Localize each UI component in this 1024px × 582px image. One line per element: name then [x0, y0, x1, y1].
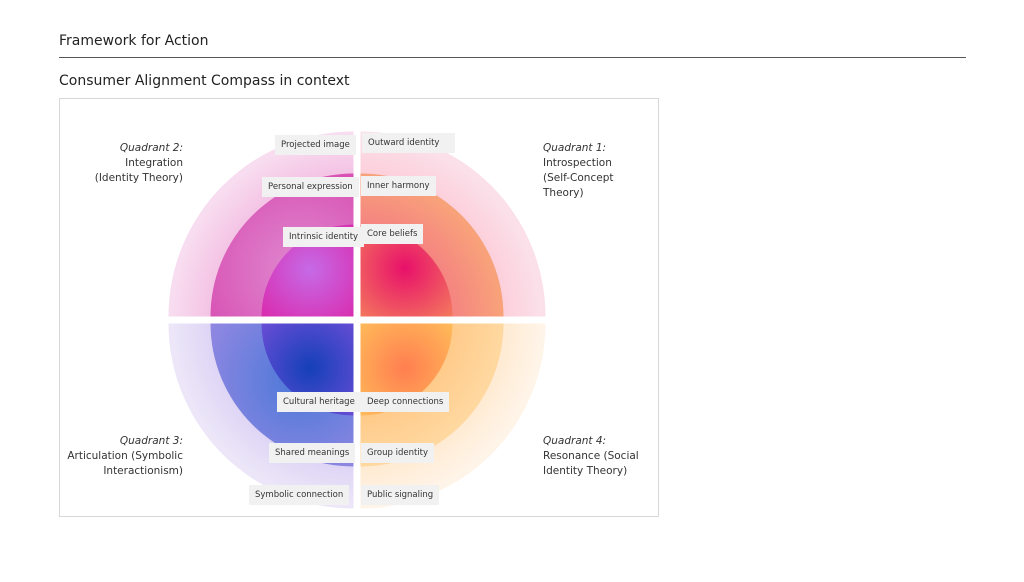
- label-cultural-heritage: Cultural heritage: [277, 392, 361, 412]
- label-symbolic-connection: Symbolic connection: [249, 485, 350, 505]
- label-outward-identity: Outward identity: [362, 133, 455, 153]
- quadrant-line: Articulation (Symbolic: [67, 450, 183, 462]
- label-deep-connections: Deep connections: [361, 392, 450, 412]
- quadrant-line: (Identity Theory): [94, 172, 183, 184]
- quadrant-3-caption: Quadrant 3: Articulation (Symbolic Inter…: [43, 434, 183, 479]
- section-title: Consumer Alignment Compass in context: [59, 73, 350, 89]
- quadrant-heading: Quadrant 2:: [119, 142, 183, 154]
- label-inner-harmony: Inner harmony: [361, 176, 436, 196]
- q1-inner-ring: [360, 224, 453, 317]
- quadrant-heading: Quadrant 1:: [543, 142, 607, 154]
- quadrant-line: Integration: [125, 157, 183, 169]
- diagram-frame: [59, 98, 659, 517]
- label-core-beliefs: Core beliefs: [361, 224, 424, 244]
- label-projected-image: Projected image: [275, 135, 356, 155]
- quadrant-2-caption: Quadrant 2: Integration (Identity Theory…: [43, 141, 183, 186]
- quadrant-1-caption: Quadrant 1: Introspection (Self-Concept …: [543, 141, 683, 201]
- label-public-signaling: Public signaling: [361, 485, 440, 505]
- quadrant-heading: Quadrant 4:: [543, 435, 607, 447]
- quadrant-line: Resonance (Social: [543, 450, 639, 462]
- q2-inner-ring: [261, 224, 354, 317]
- divider: [59, 57, 966, 58]
- label-personal-expression: Personal expression: [262, 177, 359, 197]
- quadrant-line: Theory): [543, 187, 584, 199]
- quadrant-line: Introspection: [543, 157, 612, 169]
- label-intrinsic-identity: Intrinsic identity: [283, 227, 365, 247]
- page-title: Framework for Action: [59, 33, 209, 49]
- quadrant-line: Interactionism): [103, 465, 183, 477]
- quadrant-line: Identity Theory): [543, 465, 628, 477]
- quadrant-4-caption: Quadrant 4: Resonance (Social Identity T…: [543, 434, 683, 479]
- label-shared-meanings: Shared meanings: [269, 443, 356, 463]
- label-group-identity: Group identity: [361, 443, 435, 463]
- quadrant-line: (Self-Concept: [543, 172, 614, 184]
- quadrant-heading: Quadrant 3:: [119, 435, 183, 447]
